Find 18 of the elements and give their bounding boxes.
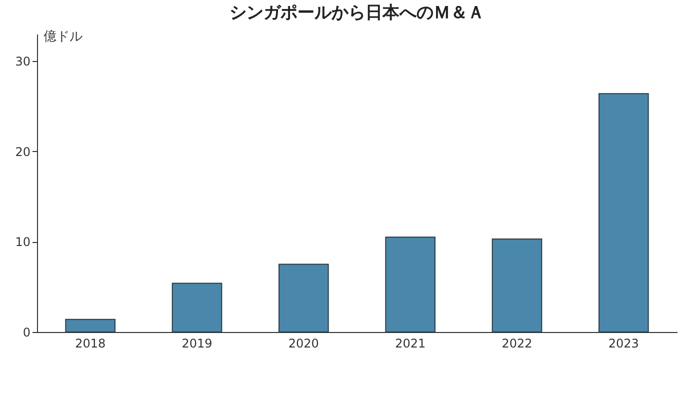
- bar: [492, 238, 542, 332]
- bar: [172, 282, 222, 332]
- bar: [278, 264, 329, 332]
- chart-title: シンガポールから日本へのＭ＆Ａ: [230, 3, 484, 23]
- x-tick-label: 2021: [395, 336, 426, 350]
- y-tick-label: 20: [15, 144, 30, 159]
- y-axis-title: 億ドル: [44, 30, 82, 44]
- x-tick-label: 2018: [75, 336, 106, 350]
- bar: [598, 93, 649, 332]
- y-tick-label: 10: [15, 235, 30, 250]
- bar: [65, 318, 116, 332]
- x-tick-label: 2022: [502, 336, 532, 350]
- y-tick-label: 30: [15, 54, 30, 69]
- x-tick-label: 2023: [608, 336, 639, 350]
- x-tick-label: 2019: [182, 336, 212, 350]
- x-tick-label: 2020: [288, 336, 319, 350]
- bar: [385, 236, 436, 332]
- y-tick-label: 0: [22, 326, 30, 340]
